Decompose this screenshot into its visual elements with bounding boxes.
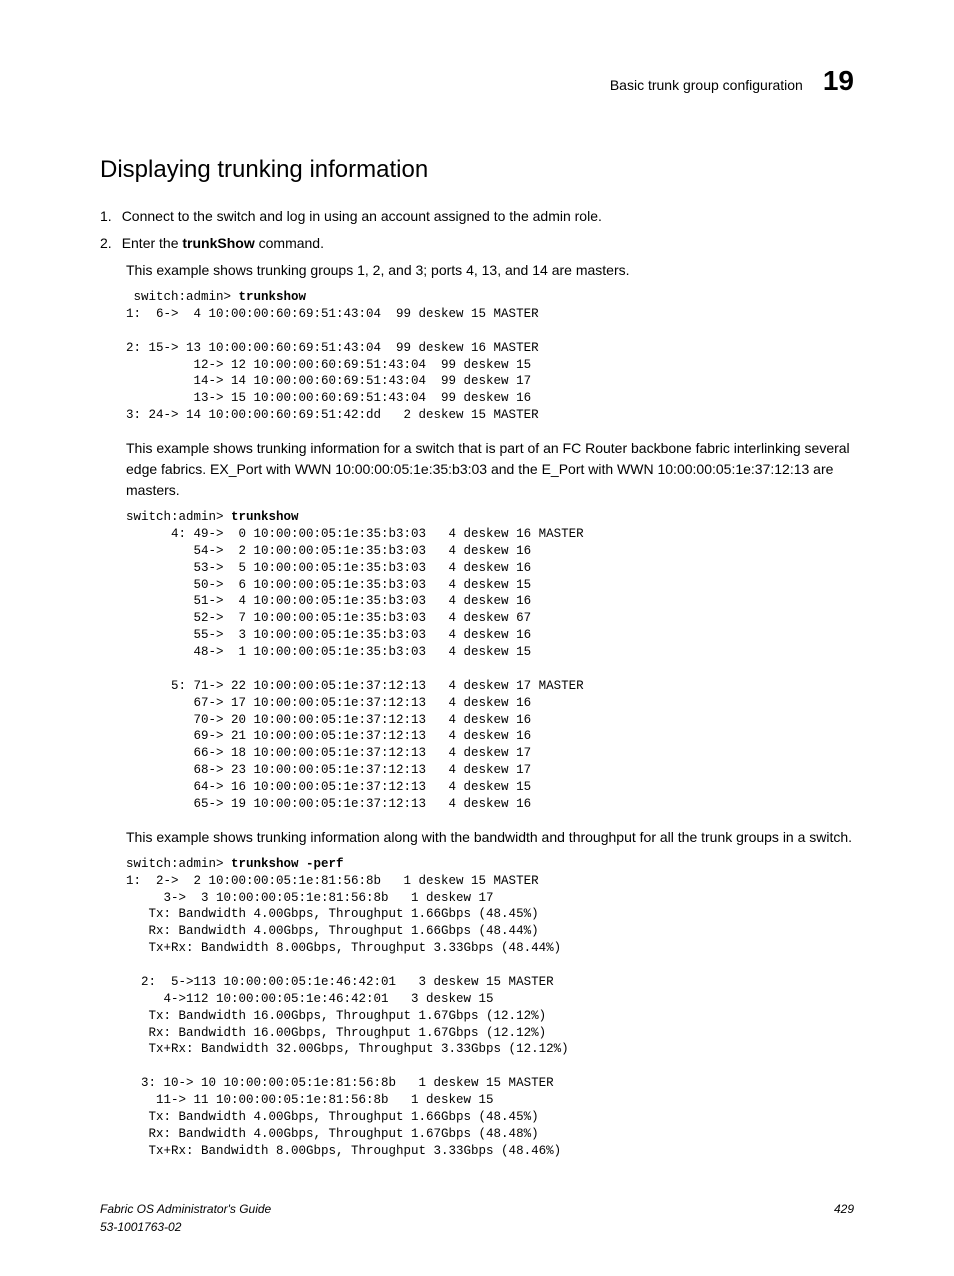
page-number: 429 — [834, 1200, 854, 1236]
page-title: Displaying trunking information — [100, 152, 854, 188]
command-name: trunkShow — [182, 235, 254, 251]
code-output: 1: 6-> 4 10:00:00:60:69:51:43:04 99 desk… — [126, 307, 539, 422]
section-title: Basic trunk group configuration — [610, 75, 803, 96]
footer-title: Fabric OS Administrator's Guide — [100, 1200, 271, 1218]
chapter-number: 19 — [823, 60, 854, 102]
code-block-1: switch:admin> trunkshow 1: 6-> 4 10:00:0… — [126, 289, 854, 424]
code-block-3: switch:admin> trunkshow -perf 1: 2-> 2 1… — [126, 856, 854, 1160]
step-text: Connect to the switch and log in using a… — [122, 206, 854, 227]
prompt: switch:admin> — [126, 510, 231, 524]
page-header: Basic trunk group configuration 19 — [100, 60, 854, 102]
step-number: 1. — [100, 206, 112, 227]
example-intro-2: This example shows trunking information … — [126, 438, 854, 501]
command: trunkshow -perf — [231, 857, 344, 871]
command: trunkshow — [239, 290, 307, 304]
code-block-2: switch:admin> trunkshow 4: 49-> 0 10:00:… — [126, 509, 854, 813]
command: trunkshow — [231, 510, 299, 524]
step-1: 1. Connect to the switch and log in usin… — [100, 206, 854, 227]
step-text-after: command. — [255, 235, 324, 251]
page-footer: Fabric OS Administrator's Guide 53-10017… — [100, 1200, 854, 1236]
code-output: 4: 49-> 0 10:00:00:05:1e:35:b3:03 4 desk… — [126, 527, 584, 811]
example-intro-3: This example shows trunking information … — [126, 827, 854, 848]
code-output: 1: 2-> 2 10:00:00:05:1e:81:56:8b 1 deske… — [126, 874, 569, 1158]
step-text: Enter the trunkShow command. — [122, 233, 854, 254]
footer-left: Fabric OS Administrator's Guide 53-10017… — [100, 1200, 271, 1236]
example-intro-1: This example shows trunking groups 1, 2,… — [126, 260, 854, 281]
prompt: switch:admin> — [126, 290, 239, 304]
prompt: switch:admin> — [126, 857, 231, 871]
step-number: 2. — [100, 233, 112, 254]
footer-docnum: 53-1001763-02 — [100, 1218, 271, 1236]
step-2: 2. Enter the trunkShow command. — [100, 233, 854, 254]
step-text-before: Enter the — [122, 235, 183, 251]
